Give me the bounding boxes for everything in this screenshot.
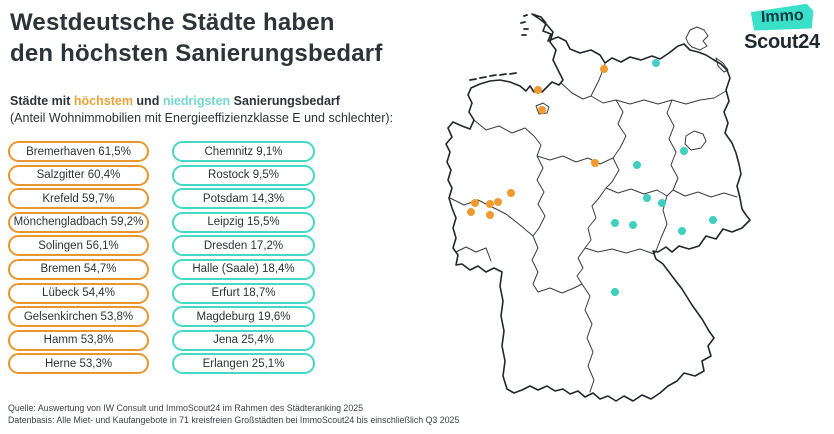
pill-herne: Herne 53,3% — [8, 353, 149, 375]
logo-scout24-text: Scout24 — [744, 31, 820, 53]
map-dot-erfurt — [611, 219, 619, 227]
subtitle-middle: und — [132, 94, 163, 108]
map-dot-gelsenkirchen — [486, 200, 494, 208]
map-dot-salzgitter — [591, 159, 599, 167]
pill-salzgitter: Salzgitter 60,4% — [8, 164, 149, 186]
dots-highest — [467, 65, 608, 219]
pill-bremerhaven: Bremerhaven 61,5% — [8, 141, 149, 162]
map-dot-rostock — [652, 59, 660, 67]
map-dot-krefeld — [471, 199, 479, 207]
map-dot-bremerhaven — [534, 86, 542, 94]
pill-jena: Jena 25,4% — [172, 329, 315, 351]
pill-leipzig: Leipzig 15,5% — [172, 211, 315, 233]
subtitle-prefix: Städte mit — [10, 94, 74, 108]
map-dot-hamm — [507, 189, 515, 197]
subtitle-lowest-word: niedrigsten — [162, 94, 231, 108]
logo-immo-badge: Immo — [750, 3, 814, 31]
immoscout24-logo: Immo Scout24 — [736, 5, 828, 54]
subtitle: Städte mit höchstem und niedrigsten Sani… — [10, 94, 340, 108]
dots-lowest — [611, 59, 717, 296]
pill-moenchengladbach: Mönchengladbach 59,2% — [8, 211, 149, 233]
subtitle-note: (Anteil Wohnimmobilien mit Energieeffizi… — [10, 111, 394, 125]
title-line-1: Westdeutsche Städte haben — [10, 9, 335, 36]
subtitle-highest-word: höchstem — [73, 94, 133, 108]
pill-erfurt: Erfurt 18,7% — [172, 282, 315, 304]
islands — [469, 14, 529, 81]
pill-solingen: Solingen 56,1% — [8, 235, 149, 257]
pill-chemnitz: Chemnitz 9,1% — [172, 141, 315, 162]
source-line-1: Quelle: Auswertung von IW Consult und Im… — [8, 403, 364, 413]
map-dot-moenchengladbach — [467, 208, 475, 216]
pill-erlangen: Erlangen 25,1% — [172, 353, 315, 375]
map-dot-chemnitz — [678, 227, 686, 235]
map-dot-solingen — [486, 211, 494, 219]
map-dot-halle — [643, 194, 651, 202]
map-dot-erlangen — [611, 288, 619, 296]
source-note: Quelle: Auswertung von IW Consult und Im… — [8, 402, 459, 426]
pill-krefeld: Krefeld 59,7% — [8, 188, 149, 210]
ruegen-usedom-islands — [685, 26, 729, 73]
map-dot-bremen — [538, 106, 546, 114]
germany-map — [445, 13, 751, 402]
list-lowest: Chemnitz 9,1% Rostock 9,5% Potsdam 14,3%… — [172, 141, 315, 375]
germany-outline — [445, 13, 751, 402]
pill-bremen: Bremen 54,7% — [8, 258, 149, 280]
page-title: Westdeutsche Städte haben den höchsten S… — [10, 7, 383, 69]
map-dot-magdeburg — [633, 161, 641, 169]
map-dot-jena — [629, 221, 637, 229]
pill-potsdam: Potsdam 14,3% — [172, 188, 315, 210]
pill-rostock: Rostock 9,5% — [172, 164, 315, 186]
list-highest: Bremerhaven 61,5% Salzgitter 60,4% Krefe… — [8, 141, 149, 375]
pill-dresden: Dresden 17,2% — [172, 235, 315, 257]
subtitle-suffix: Sanierungsbedarf — [230, 94, 340, 108]
pill-luebeck: Lübeck 54,4% — [8, 282, 149, 304]
map-dot-dresden — [709, 216, 717, 224]
map-dot-potsdam — [680, 147, 688, 155]
map-dot-herne — [494, 198, 502, 206]
title-line-2: den höchsten Sanierungsbedarf — [10, 40, 383, 67]
map-dot-leipzig — [658, 199, 666, 207]
pill-gelsenkirchen: Gelsenkirchen 53,8% — [8, 306, 149, 328]
map-dot-luebeck — [600, 65, 608, 73]
state-borders — [449, 63, 738, 393]
pill-magdeburg: Magdeburg 19,6% — [172, 306, 315, 328]
pill-hamm: Hamm 53,8% — [8, 329, 149, 351]
source-line-2: Datenbasis: Alle Miet- und Kaufangebote … — [8, 415, 460, 425]
pill-halle: Halle (Saale) 18,4% — [172, 258, 315, 280]
